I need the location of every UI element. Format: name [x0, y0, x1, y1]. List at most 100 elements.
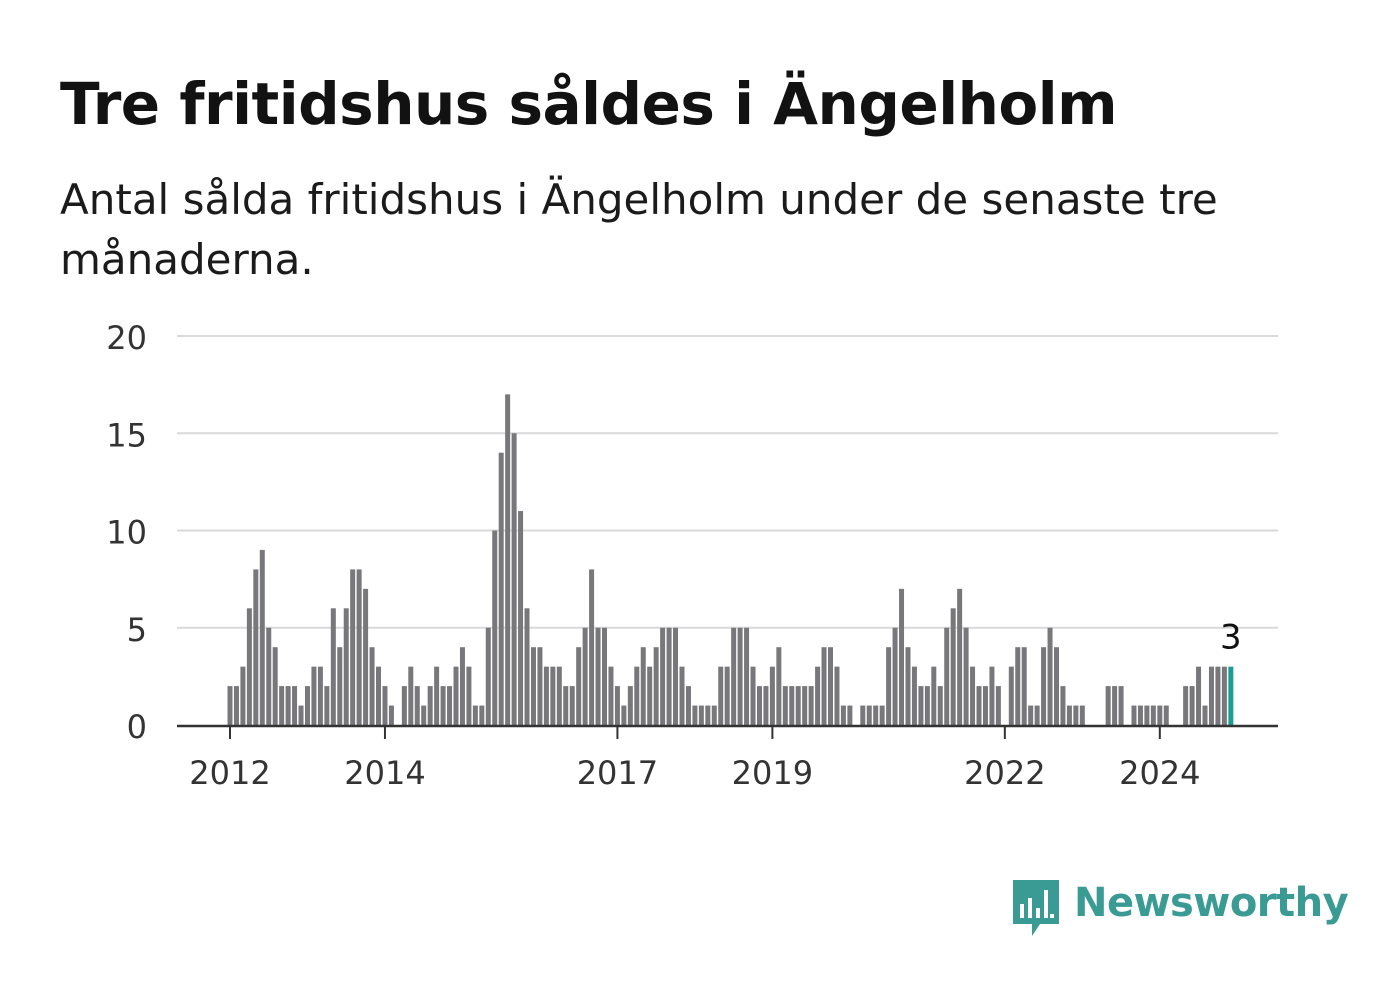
bar	[815, 666, 821, 725]
bar	[227, 686, 233, 725]
bar	[627, 686, 633, 725]
bar	[666, 627, 672, 725]
bar	[1105, 686, 1111, 725]
bar	[866, 705, 872, 725]
bar	[440, 686, 446, 725]
bar	[233, 686, 239, 725]
bar	[918, 686, 924, 725]
bar	[304, 686, 310, 725]
bar	[511, 433, 517, 725]
brand-name: Newsworthy	[1074, 880, 1349, 926]
bar	[750, 666, 756, 725]
bar	[692, 705, 698, 725]
bar	[1066, 705, 1072, 725]
bar	[847, 705, 853, 725]
bar	[724, 666, 730, 725]
bar	[614, 686, 620, 725]
newsworthy-logo: Newsworthy	[1010, 878, 1349, 942]
bar	[995, 686, 1001, 725]
bar	[253, 569, 259, 725]
x-tick-label: 2014	[344, 754, 425, 792]
bar	[1034, 705, 1040, 725]
bar	[950, 608, 956, 725]
bar	[621, 705, 627, 725]
bar	[899, 588, 905, 725]
bar	[350, 569, 356, 725]
bar	[576, 647, 582, 725]
y-tick-label: 10	[106, 514, 147, 552]
bar	[1008, 666, 1014, 725]
bar	[660, 627, 666, 725]
bar	[388, 705, 394, 725]
bar	[343, 608, 349, 725]
x-tick-label: 2019	[732, 754, 813, 792]
bar	[1118, 686, 1124, 725]
bar	[543, 666, 549, 725]
bar	[1202, 705, 1208, 725]
bar	[472, 705, 478, 725]
bar	[537, 647, 543, 725]
bar	[931, 666, 937, 725]
bar	[1041, 647, 1047, 725]
bar	[1189, 686, 1195, 725]
bar	[266, 627, 272, 725]
bar	[744, 627, 750, 725]
bar	[459, 647, 465, 725]
bar	[673, 627, 679, 725]
bar	[776, 647, 782, 725]
bar	[363, 588, 369, 725]
bar	[634, 666, 640, 725]
bar	[840, 705, 846, 725]
bar	[505, 394, 511, 725]
bar	[240, 666, 246, 725]
bar	[821, 647, 827, 725]
bar	[957, 588, 963, 725]
bar	[963, 627, 969, 725]
bar	[640, 647, 646, 725]
bar	[705, 705, 711, 725]
x-tick-label: 2022	[964, 754, 1045, 792]
bar	[518, 511, 524, 725]
bar-highlight	[1228, 666, 1234, 725]
bar	[324, 686, 330, 725]
bar	[556, 666, 562, 725]
bar	[279, 686, 285, 725]
bar	[795, 686, 801, 725]
bar	[802, 686, 808, 725]
bar	[298, 705, 304, 725]
y-tick-label: 5	[127, 611, 147, 649]
bar	[550, 666, 556, 725]
bar	[653, 647, 659, 725]
bar	[756, 686, 762, 725]
bar	[434, 666, 440, 725]
bar	[1047, 627, 1053, 725]
bar	[421, 705, 427, 725]
chart-title: Tre fritidshus såldes i Ängelholm	[60, 70, 1118, 138]
bar	[1150, 705, 1156, 725]
bar	[479, 705, 485, 725]
chart-subtitle: Antal sålda fritidshus i Ängelholm under…	[60, 175, 1218, 284]
bar	[1131, 705, 1137, 725]
bar	[356, 569, 362, 725]
bar	[911, 666, 917, 725]
bar	[769, 666, 775, 725]
bar	[782, 686, 788, 725]
bar	[1028, 705, 1034, 725]
bar	[1208, 666, 1214, 725]
bar	[1079, 705, 1085, 725]
bar	[292, 686, 298, 725]
bar	[1196, 666, 1202, 725]
bar	[259, 549, 265, 725]
bar	[1157, 705, 1163, 725]
x-tick-label: 2017	[577, 754, 658, 792]
bar	[808, 686, 814, 725]
x-tick-label: 2024	[1119, 754, 1200, 792]
bar	[937, 686, 943, 725]
bar	[698, 705, 704, 725]
bar	[246, 608, 252, 725]
bar	[970, 666, 976, 725]
bar	[886, 647, 892, 725]
bar	[789, 686, 795, 725]
bar	[1163, 705, 1169, 725]
